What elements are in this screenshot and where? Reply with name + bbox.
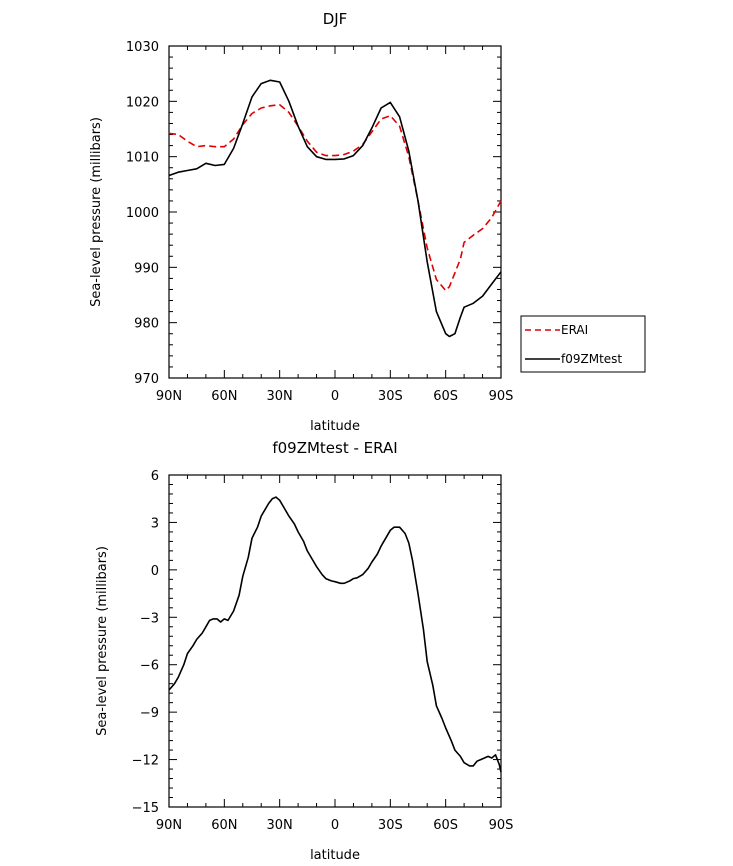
y-tick-label: −9 [140, 706, 159, 721]
plot-frame [168, 474, 502, 808]
x-axis-label: latitude [310, 848, 360, 863]
x-tick-label: 90N [156, 818, 182, 833]
legend: ERAI f09ZMtest [520, 315, 646, 373]
y-axis-label: Sea-level pressure (millibars) [95, 546, 110, 736]
series-line-f09zmtest [168, 79, 502, 338]
y-tick-label: 3 [151, 516, 159, 531]
y-tick-label: −12 [132, 754, 159, 769]
y-tick-label: −3 [140, 611, 159, 626]
x-tick-label: 0 [331, 389, 339, 404]
x-tick-label: 60S [433, 818, 458, 833]
x-tick-label: 60N [211, 818, 237, 833]
y-tick-label: 980 [134, 317, 159, 332]
y-tick-label: −6 [140, 659, 159, 674]
panel-bottom: f09ZMtest - ERAI −15 −12 −9 −6 −3 0 3 6 90N 60N 3… [95, 439, 513, 863]
y-ticks: 970 980 990 1000 1010 1020 1030 [126, 40, 501, 387]
y-tick-label: 1000 [126, 206, 159, 221]
y-tick-label: 1020 [126, 95, 159, 110]
x-tick-label: 30S [378, 389, 403, 404]
series-line-difference [168, 496, 502, 773]
panel-top: DJF 970 980 990 1000 1010 1020 1030 90N 60N 30N 0… [89, 10, 646, 434]
x-tick-label: 90S [489, 389, 514, 404]
chart-title: f09ZMtest - ERAI [272, 439, 397, 457]
x-tick-label: 30S [378, 818, 403, 833]
plot-frame [168, 45, 502, 379]
series-group [168, 496, 502, 773]
x-ticks: 90N 60N 30N 0 30S 60S 90S [156, 475, 514, 833]
series-line-erai [168, 103, 502, 292]
legend-box [520, 315, 646, 373]
x-axis-label: latitude [310, 419, 360, 434]
y-tick-label: −15 [132, 801, 159, 816]
y-axis-label: Sea-level pressure (millibars) [89, 117, 104, 307]
y-tick-label: 990 [134, 261, 159, 276]
legend-label-erai: ERAI [561, 323, 588, 337]
y-tick-label: 1010 [126, 151, 159, 166]
y-tick-label: 0 [151, 564, 159, 579]
x-ticks: 90N 60N 30N 0 30S 60S 90S [156, 46, 514, 404]
chart-title: DJF [323, 10, 348, 28]
x-tick-label: 90S [489, 818, 514, 833]
y-tick-label: 970 [134, 372, 159, 387]
x-tick-label: 0 [331, 818, 339, 833]
x-tick-label: 30N [267, 389, 293, 404]
x-tick-label: 60S [433, 389, 458, 404]
y-ticks: −15 −12 −9 −6 −3 0 3 6 [132, 469, 501, 816]
x-tick-label: 90N [156, 389, 182, 404]
legend-label-f09zmtest: f09ZMtest [561, 352, 622, 366]
y-tick-label: 6 [151, 469, 159, 484]
x-tick-label: 30N [267, 818, 293, 833]
series-group [168, 79, 502, 338]
y-tick-label: 1030 [126, 40, 159, 55]
x-tick-label: 60N [211, 389, 237, 404]
